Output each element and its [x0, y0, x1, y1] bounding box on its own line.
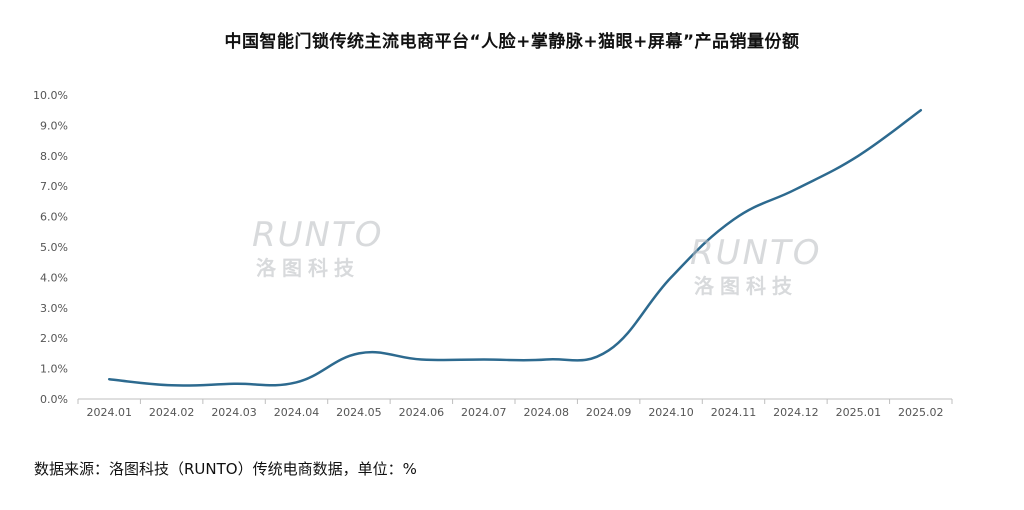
x-tick-label: 2024.04	[274, 406, 320, 419]
y-tick-label: 9.0%	[40, 119, 68, 132]
x-tick-label: 2024.01	[86, 406, 132, 419]
y-tick-label: 3.0%	[40, 302, 68, 315]
y-axis-ticks: 0.0% 1.0% 2.0% 3.0% 4.0% 5.0% 6.0% 7.0% 8.0% 9.0%…	[33, 89, 68, 406]
y-tick-label: 7.0%	[40, 180, 68, 193]
y-tick-label: 1.0%	[40, 363, 68, 376]
x-tick-label: 2024.05	[336, 406, 382, 419]
y-tick-label: 2.0%	[40, 332, 68, 345]
x-tick-label: 2024.10	[648, 406, 694, 419]
x-axis	[77, 398, 953, 404]
x-tick-label: 2024.02	[149, 406, 195, 419]
x-tick-label: 2025.01	[836, 406, 882, 419]
series-line	[107, 108, 923, 387]
x-tick-label: 2025.02	[898, 406, 944, 419]
series-group	[107, 108, 923, 387]
y-tick-label: 10.0%	[33, 89, 68, 102]
y-tick-label: 5.0%	[40, 241, 68, 254]
line-chart: 0.0% 1.0% 2.0% 3.0% 4.0% 5.0% 6.0% 7.0% 8.0% 9.0%…	[33, 89, 953, 419]
y-tick-label: 0.0%	[40, 393, 68, 406]
x-tick-label: 2024.08	[523, 406, 569, 419]
y-tick-label: 4.0%	[40, 271, 68, 284]
y-tick-label: 8.0%	[40, 150, 68, 163]
x-tick-label: 2024.12	[773, 406, 819, 419]
x-tick-label: 2024.09	[586, 406, 632, 419]
x-tick-label: 2024.11	[711, 406, 757, 419]
x-tick-label: 2024.03	[211, 406, 257, 419]
x-tick-label: 2024.06	[399, 406, 445, 419]
x-tick-label: 2024.07	[461, 406, 507, 419]
source-note: 数据来源：洛图科技（RUNTO）传统电商数据，单位：%	[34, 460, 417, 478]
x-axis-ticks: 2024.01 2024.02 2024.03 2024.04 2024.05 2024.…	[86, 406, 943, 419]
y-tick-label: 6.0%	[40, 211, 68, 224]
chart-title: 中国智能门锁传统主流电商平台“人脸+掌静脉+猫眼+屏幕”产品销量份额	[224, 32, 800, 52]
